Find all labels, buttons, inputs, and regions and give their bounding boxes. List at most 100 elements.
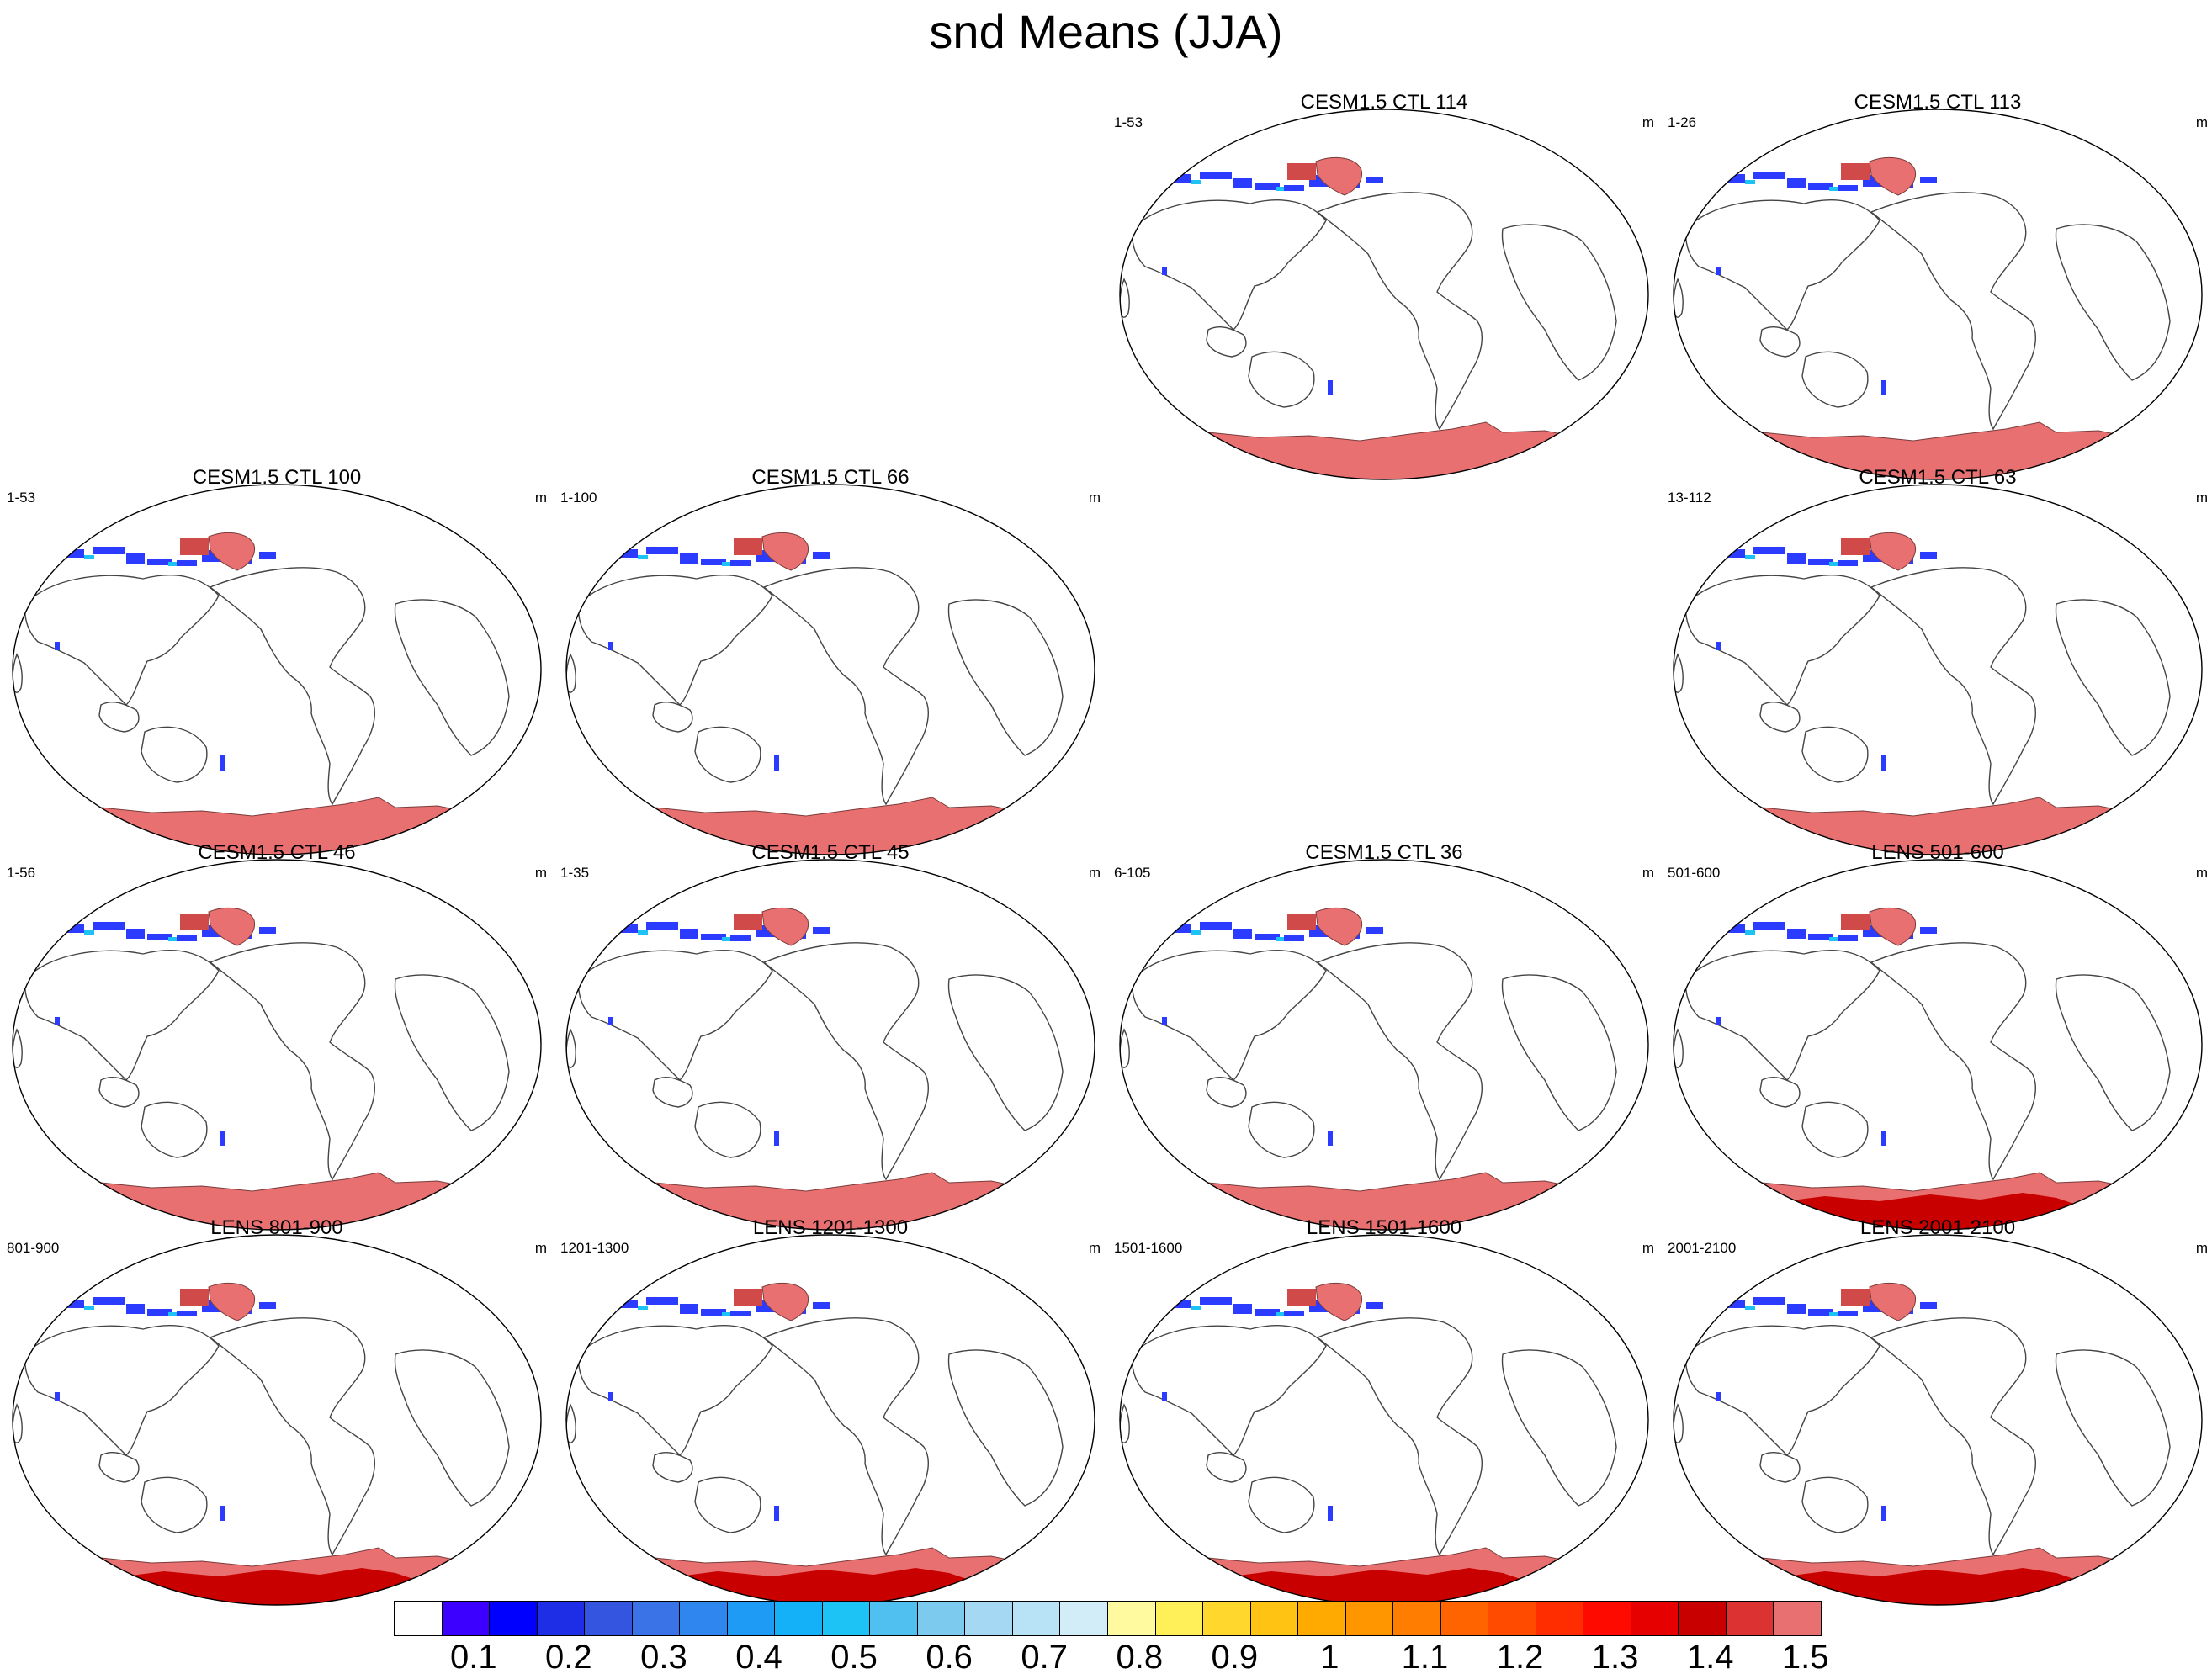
map-panel-ctl-114: CESM1.5 CTL 114 1-53 m [1107, 91, 1661, 485]
colorbar-box [964, 1601, 1013, 1636]
panel-years: 1201-1300 [560, 1240, 629, 1256]
colorbar-box [1535, 1601, 1584, 1636]
colorbar [394, 1601, 1822, 1638]
panel-title: CESM1.5 CTL 113 [1854, 91, 2022, 114]
map-panel-lens-1501-1600: LENS 1501-1600 1501-1600 m [1107, 1216, 1661, 1610]
panel-units: m [2195, 490, 2208, 506]
colorbar-tick-label: 0.1 [449, 1639, 497, 1676]
panel-years: 1-56 [7, 865, 36, 881]
colorbar-tick-label: 1.1 [1401, 1639, 1449, 1676]
panel-units: m [1642, 1240, 1654, 1256]
colorbar-tick-label: 1.4 [1686, 1639, 1734, 1676]
colorbar-tick-label: 1.3 [1591, 1639, 1639, 1676]
colorbar-tick-label: 0.6 [926, 1639, 973, 1676]
map-image [1673, 109, 2203, 480]
colorbar-box [1297, 1601, 1346, 1636]
map-image [1673, 484, 2203, 855]
panel-units: m [534, 1240, 547, 1256]
colorbar-box [679, 1601, 728, 1636]
panel-years: 501-600 [1668, 865, 1721, 881]
colorbar-box [1440, 1601, 1489, 1636]
colorbar-box [1202, 1601, 1251, 1636]
panel-years: 801-900 [7, 1240, 60, 1256]
panel-units: m [534, 490, 547, 506]
colorbar-box [1630, 1601, 1679, 1636]
map-panel-ctl-45: CESM1.5 CTL 45 1-35 m [554, 841, 1107, 1235]
colorbar-tick-label: 0.8 [1116, 1639, 1164, 1676]
panel-units: m [1642, 114, 1654, 130]
panel-years: 13-112 [1668, 490, 1711, 506]
panel-units: m [2195, 114, 2208, 130]
colorbar-box [536, 1601, 586, 1636]
colorbar-box [1773, 1601, 1822, 1636]
map-image [565, 484, 1095, 855]
colorbar-box [821, 1601, 871, 1636]
panel-title: CESM1.5 CTL 63 [1859, 466, 2017, 489]
colorbar-box [1107, 1601, 1156, 1636]
map-image [1673, 1234, 2203, 1606]
panel-title: LENS 1501-1600 [1306, 1216, 1462, 1239]
map-image [1119, 859, 1649, 1231]
map-image [12, 484, 542, 855]
map-panel-lens-801-900: LENS 801-900 801-900 m [0, 1216, 554, 1610]
panel-title: CESM1.5 CTL 66 [751, 466, 910, 489]
panel-title: LENS 2001-2100 [1859, 1216, 2016, 1239]
panel-title: CESM1.5 CTL 100 [192, 466, 362, 489]
colorbar-box [631, 1601, 681, 1636]
colorbar-tick-label: 1 [1320, 1639, 1339, 1676]
panel-units: m [1088, 865, 1101, 881]
colorbar-box [1011, 1601, 1061, 1636]
map-panel-ctl-66: CESM1.5 CTL 66 1-100 m [554, 466, 1107, 860]
colorbar-tick-label: 0.7 [1021, 1639, 1068, 1676]
panel-title: CESM1.5 CTL 36 [1305, 841, 1463, 864]
panel-years: 1-100 [560, 490, 597, 506]
colorbar-box [1392, 1601, 1441, 1636]
colorbar-box [1249, 1601, 1299, 1636]
colorbar-tick-label: 0.3 [640, 1639, 687, 1676]
map-image [1119, 1234, 1649, 1606]
map-panel-ctl-100: CESM1.5 CTL 100 1-53 m [0, 466, 554, 860]
colorbar-box [916, 1601, 966, 1636]
colorbar-box [394, 1601, 443, 1636]
map-panel-ctl-63: CESM1.5 CTL 63 13-112 m [1661, 466, 2212, 860]
map-image [12, 859, 542, 1231]
colorbar-tick-label: 0.9 [1211, 1639, 1259, 1676]
map-panel-lens-1201-1300: LENS 1201-1300 1201-1300 m [554, 1216, 1107, 1610]
panel-years: 1-26 [1668, 114, 1697, 130]
colorbar-box [1154, 1601, 1204, 1636]
panel-title: LENS 501-600 [1871, 841, 2004, 864]
panel-units: m [2195, 1240, 2208, 1256]
panel-units: m [1642, 865, 1654, 881]
map-image [1673, 859, 2203, 1231]
panel-years: 6-105 [1114, 865, 1151, 881]
map-image [565, 859, 1095, 1231]
map-image [1119, 109, 1649, 480]
colorbar-box [584, 1601, 633, 1636]
panel-years: 1-53 [7, 490, 36, 506]
colorbar-box [726, 1601, 776, 1636]
panel-years: 1501-1600 [1114, 1240, 1183, 1256]
panel-units: m [1088, 490, 1101, 506]
colorbar-box [441, 1601, 491, 1636]
map-image [565, 1234, 1095, 1606]
panel-years: 1-35 [560, 865, 590, 881]
panel-title: LENS 1201-1300 [752, 1216, 909, 1239]
colorbar-box [869, 1601, 918, 1636]
map-panel-lens-501-600: LENS 501-600 501-600 m [1661, 841, 2212, 1235]
map-panel-ctl-46: CESM1.5 CTL 46 1-56 m [0, 841, 554, 1235]
colorbar-box [774, 1601, 823, 1636]
colorbar-tick-label: 1.5 [1781, 1639, 1829, 1676]
colorbar-box [489, 1601, 538, 1636]
colorbar-box [1583, 1601, 1631, 1636]
panel-years: 2001-2100 [1668, 1240, 1737, 1256]
panel-units: m [1088, 1240, 1101, 1256]
map-panel-ctl-113: CESM1.5 CTL 113 1-26 m [1661, 91, 2212, 485]
panel-title: LENS 801-900 [210, 1216, 343, 1239]
panel-title: CESM1.5 CTL 114 [1300, 91, 1468, 114]
colorbar-box [1488, 1601, 1536, 1636]
panel-title: CESM1.5 CTL 45 [751, 841, 910, 864]
map-image [12, 1234, 542, 1606]
figure-title: snd Means (JJA) [929, 5, 1283, 58]
panel-title: CESM1.5 CTL 46 [198, 841, 356, 864]
colorbar-tick-label: 0.4 [735, 1639, 782, 1676]
